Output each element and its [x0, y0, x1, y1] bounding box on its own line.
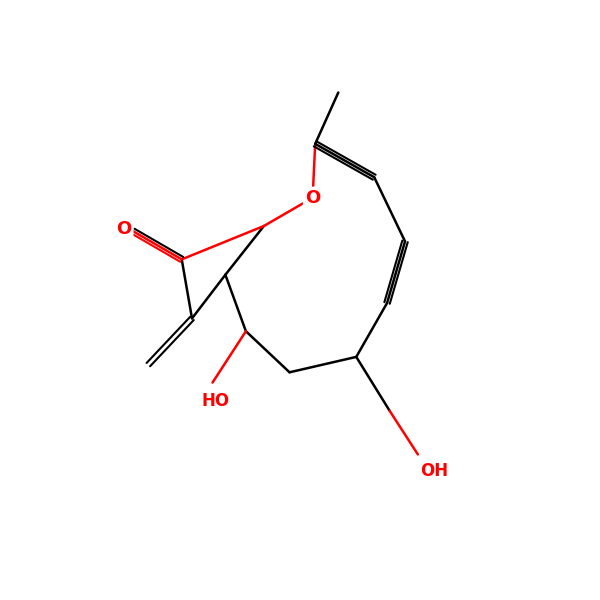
Text: O: O [116, 220, 131, 238]
Text: OH: OH [421, 462, 449, 480]
Text: HO: HO [201, 392, 229, 410]
Text: O: O [305, 189, 320, 207]
